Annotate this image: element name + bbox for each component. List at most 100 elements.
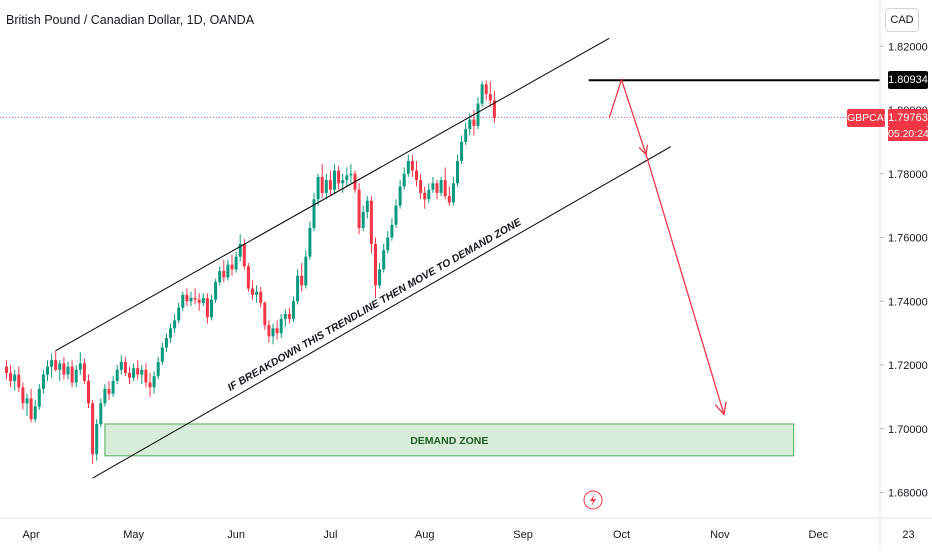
candle-body	[205, 298, 209, 318]
candle-body	[369, 200, 373, 244]
x-tick-label: Apr	[23, 529, 40, 541]
candle-bullish	[296, 269, 300, 305]
candle-body	[185, 294, 189, 302]
candle-body	[119, 361, 123, 370]
candle-bullish	[456, 154, 459, 187]
candle-bearish	[419, 173, 423, 200]
candle-bullish	[189, 291, 193, 307]
candle-body	[25, 398, 29, 404]
chart-title: British Pound / Canadian Dollar, 1D, OAN…	[6, 13, 255, 27]
candle-bullish	[324, 173, 328, 200]
projection-path	[608, 77, 647, 155]
candle-bullish	[398, 180, 402, 209]
candle-body	[443, 180, 447, 197]
candle-bullish	[316, 173, 320, 206]
candle-bullish	[255, 285, 259, 303]
candle-bullish	[177, 302, 181, 324]
candle-bearish	[410, 154, 414, 177]
candle-body	[386, 237, 390, 251]
demand-zone	[104, 423, 795, 457]
candle-bullish	[33, 400, 37, 423]
trendline-annotation: IF BREAKDOWN THIS TRENDLINE THEN MOVE TO…	[226, 216, 525, 394]
candle-bullish	[378, 263, 382, 289]
candle-bullish	[140, 365, 144, 385]
candle-bearish	[185, 288, 189, 307]
candle-body	[132, 368, 136, 378]
candle-body	[17, 374, 21, 388]
candle-body	[13, 374, 17, 381]
candle-body	[214, 282, 218, 300]
y-tick-label: 1.76000	[888, 233, 928, 245]
candle-body	[328, 180, 332, 190]
candle-bullish	[156, 357, 160, 380]
candle-body	[402, 173, 406, 187]
candle-bearish	[17, 366, 21, 393]
candle-body	[144, 369, 148, 383]
candle-bullish	[181, 291, 185, 311]
candle-body	[300, 275, 304, 286]
candle-layer	[5, 80, 496, 464]
candle-body	[361, 212, 365, 228]
candle-bearish	[251, 280, 254, 300]
candle-body	[394, 205, 398, 225]
candle-body	[283, 314, 287, 319]
candle-body	[95, 423, 99, 455]
candle-bullish	[25, 393, 29, 416]
candle-bullish	[115, 365, 119, 385]
candle-bearish	[423, 186, 427, 209]
candle-body	[374, 243, 377, 286]
candle-body	[29, 398, 33, 420]
candle-bullish	[37, 384, 41, 410]
candle-bullish	[394, 199, 398, 228]
candle-bullish	[292, 296, 295, 322]
candle-bearish	[136, 360, 140, 380]
candle-body	[419, 180, 423, 193]
candle-bearish	[435, 180, 439, 200]
candle-bullish	[41, 369, 45, 394]
candle-body	[234, 256, 238, 270]
candle-bearish	[29, 388, 33, 423]
candle-bullish	[283, 309, 287, 327]
candle-body	[218, 270, 222, 283]
candle-body	[78, 363, 82, 370]
candle-bullish	[50, 353, 54, 378]
candle-bullish	[451, 176, 455, 206]
candle-body	[62, 363, 66, 375]
candle-bullish	[308, 221, 312, 260]
candle-body	[173, 320, 177, 329]
countdown-timer: 05:20:24	[888, 126, 929, 141]
candle-body	[476, 103, 480, 126]
channel-lower-line	[92, 146, 671, 479]
candle-body	[259, 291, 263, 303]
candle-bullish	[173, 314, 177, 334]
candle-body	[242, 243, 246, 267]
candle-bearish	[488, 81, 492, 107]
candle-body	[181, 294, 185, 308]
candle-body	[312, 199, 316, 228]
lightning-icon[interactable]	[583, 490, 603, 510]
candle-bearish	[148, 372, 152, 397]
candle-bearish	[337, 165, 341, 190]
candle-bearish	[197, 293, 201, 311]
candle-body	[365, 200, 369, 212]
y-tick-label: 1.68000	[888, 488, 928, 500]
candle-bullish	[312, 192, 316, 232]
candle-body	[398, 186, 402, 206]
x-tick-label: Dec	[809, 529, 829, 541]
candle-bearish	[87, 374, 90, 409]
candle-body	[480, 84, 484, 104]
candle-body	[41, 374, 45, 389]
candle-bullish	[464, 122, 468, 146]
candle-body	[472, 119, 476, 126]
candle-bullish	[345, 167, 349, 187]
currency-badge[interactable]: CAD	[885, 8, 919, 32]
candle-bullish	[341, 173, 345, 193]
candle-body	[292, 301, 295, 319]
candle-body	[58, 363, 62, 370]
candle-body	[337, 170, 341, 184]
candle-body	[66, 366, 70, 375]
candle-body	[222, 270, 226, 278]
candle-bearish	[62, 357, 66, 380]
